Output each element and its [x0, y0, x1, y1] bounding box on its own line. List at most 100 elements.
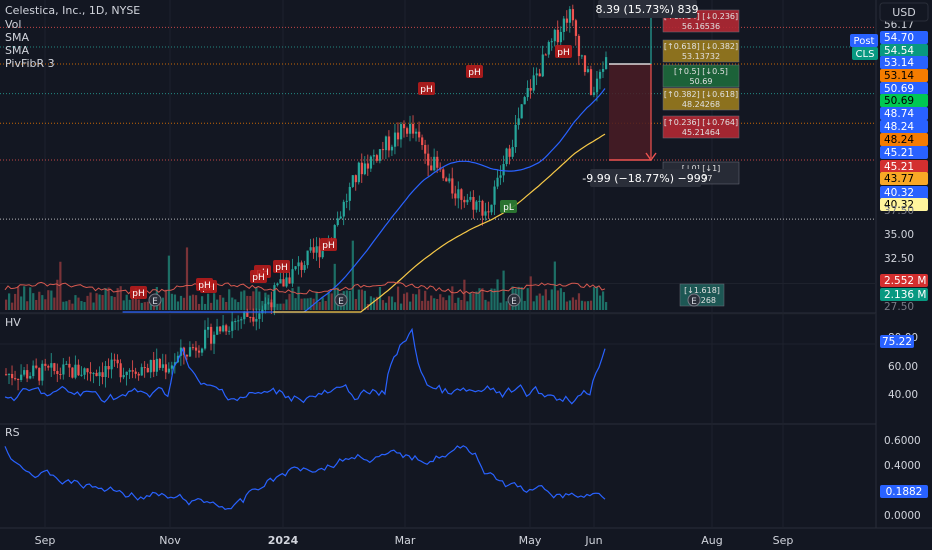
volume-bar: [228, 289, 231, 310]
volume-bar: [234, 299, 237, 310]
candle-body: [125, 371, 128, 376]
candle-body: [309, 247, 312, 251]
down-arrow-icon: [645, 152, 657, 162]
candle-body: [149, 359, 152, 373]
legend[interactable]: Celestica, Inc., 1D, NYSE Vol SMA SMA Pi…: [5, 4, 140, 439]
volume-bar: [252, 291, 255, 310]
volume-bar: [200, 296, 204, 310]
volume-bar: [577, 293, 581, 310]
fib-box-label: [↓0] [↓1]: [682, 164, 721, 173]
volume-bar: [255, 287, 258, 310]
svg-text:8.39 (15.73%) 839: 8.39 (15.73%) 839: [595, 3, 698, 16]
pivot-label-bg: [555, 45, 572, 58]
candle-body: [107, 366, 110, 370]
volume-bar: [351, 240, 354, 310]
volume-bar: [50, 290, 53, 310]
candle-body: [41, 363, 44, 381]
candle-body: [237, 320, 240, 322]
volume-bar: [523, 300, 526, 310]
time-axis-label: Sep: [35, 534, 56, 547]
fib-level-box: [↑0.618] [↓0.382]53.13732: [662, 39, 740, 63]
fib-box-bg: [662, 115, 740, 139]
price-axis-label: 53.14: [880, 56, 928, 69]
volume-bar: [529, 276, 532, 310]
candle-body: [167, 368, 171, 373]
volume-bar: [484, 299, 487, 310]
hv-axis[interactable]: 80.00 60.00 40.00 75.22: [880, 332, 918, 401]
time-axis[interactable]: Sep Nov 2024 Mar May Jun Aug Sep: [35, 534, 794, 547]
price-tag-bg: [880, 160, 928, 173]
volume-bar: [532, 301, 535, 310]
candle-body: [143, 367, 146, 369]
volume-bar: [535, 295, 538, 310]
candle-body: [562, 18, 565, 32]
volume-bar: [86, 295, 89, 310]
candle-body: [62, 364, 65, 375]
candle-body: [77, 364, 80, 376]
volume-bar: [595, 286, 599, 310]
candle-body: [333, 225, 336, 241]
volume-bar: [158, 301, 161, 310]
candle-body: [228, 330, 231, 332]
volume-bar: [297, 286, 300, 310]
volume-bar: [71, 303, 74, 310]
event-marker-circle: [334, 293, 348, 307]
candle-body: [255, 318, 258, 322]
price-axis[interactable]: 56.1754.7054.5453.1453.1450.6950.6948.74…: [880, 19, 928, 313]
candle-body: [131, 370, 134, 372]
price-tag-text: 48.24: [884, 134, 914, 146]
candle-body: [122, 375, 125, 378]
volume-bar: [526, 288, 529, 310]
candle-body: [442, 169, 445, 179]
candle-body: [559, 31, 562, 43]
volume-bar: [387, 296, 391, 310]
svg-text:USD: USD: [892, 6, 916, 19]
candle-body: [276, 283, 279, 286]
indicator-sma-2[interactable]: SMA: [5, 44, 29, 57]
price-tag-bg: [880, 56, 928, 69]
candle-body: [303, 265, 306, 270]
volume-bar: [562, 292, 565, 310]
candle-body: [216, 326, 219, 335]
hv-panel-title[interactable]: HV: [5, 316, 21, 329]
currency-button[interactable]: USD: [879, 2, 929, 22]
rs-axis[interactable]: 0.6000 0.4000 0.0000 0.1882: [880, 435, 928, 522]
candle-body: [396, 132, 400, 140]
price-axis-label: 43.77: [880, 172, 928, 185]
rs-panel-title[interactable]: RS: [5, 426, 20, 439]
price-tag-text: 48.24: [884, 121, 914, 133]
volume-bar: [113, 296, 116, 310]
candle-body: [203, 329, 207, 349]
candle-body: [574, 20, 578, 36]
measure-tool[interactable]: [609, 8, 657, 162]
candle-body: [98, 372, 101, 377]
volume-bar: [586, 301, 590, 310]
candle-body: [592, 92, 596, 95]
candle-body: [505, 148, 508, 165]
candle-body: [185, 354, 189, 357]
volume-bar: [261, 300, 264, 310]
indicator-vol[interactable]: Vol: [5, 18, 21, 31]
volume-bar: [237, 302, 240, 310]
pivot-label-bg: [320, 238, 337, 251]
candle-body: [200, 348, 204, 353]
candle-body: [312, 247, 315, 253]
volume-bar: [547, 300, 550, 310]
candle-body: [294, 266, 297, 270]
volume-bar: [357, 289, 360, 310]
candle-body: [535, 73, 538, 76]
candle-body: [478, 200, 481, 202]
candle-body: [412, 123, 415, 134]
rs-last-value: 0.1882: [886, 486, 923, 498]
indicator-sma-1[interactable]: SMA: [5, 31, 29, 44]
symbol-title[interactable]: Celestica, Inc., 1D, NYSE: [5, 4, 140, 17]
volume-bar: [565, 301, 569, 310]
volume-bar: [381, 300, 385, 310]
volume-bar: [412, 293, 415, 310]
candle-body: [152, 359, 155, 372]
indicator-pivfib[interactable]: PivFibR 3: [5, 57, 55, 70]
volume-bar: [399, 303, 403, 310]
candle-body: [601, 68, 605, 72]
hv-last-value: 75.22: [882, 336, 912, 348]
